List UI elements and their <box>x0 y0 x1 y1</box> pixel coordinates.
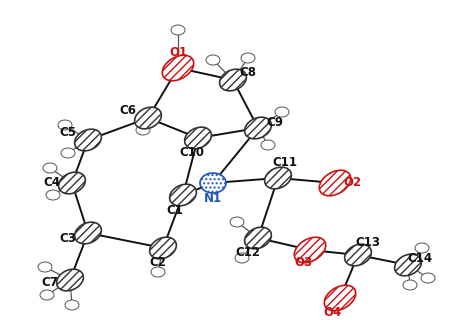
Ellipse shape <box>56 269 83 291</box>
Ellipse shape <box>136 125 150 135</box>
Ellipse shape <box>319 170 351 196</box>
Text: C10: C10 <box>180 146 204 159</box>
Ellipse shape <box>241 53 255 63</box>
Text: N1: N1 <box>204 192 222 204</box>
Ellipse shape <box>324 285 356 311</box>
Ellipse shape <box>151 267 165 277</box>
Ellipse shape <box>162 55 194 81</box>
Text: C5: C5 <box>60 126 76 138</box>
Text: O3: O3 <box>294 257 312 269</box>
Text: O1: O1 <box>169 47 187 60</box>
Ellipse shape <box>245 117 272 139</box>
Text: C8: C8 <box>239 66 256 78</box>
Ellipse shape <box>261 140 275 150</box>
Ellipse shape <box>170 184 196 206</box>
Ellipse shape <box>275 107 289 117</box>
Ellipse shape <box>235 253 249 263</box>
Ellipse shape <box>200 173 226 193</box>
Ellipse shape <box>74 222 101 244</box>
Text: C9: C9 <box>266 116 283 129</box>
Ellipse shape <box>345 244 371 266</box>
Ellipse shape <box>58 120 72 130</box>
Ellipse shape <box>395 254 421 276</box>
Ellipse shape <box>421 273 435 283</box>
Ellipse shape <box>219 69 246 91</box>
Ellipse shape <box>59 172 85 194</box>
Ellipse shape <box>65 300 79 310</box>
Ellipse shape <box>46 190 60 200</box>
Ellipse shape <box>61 148 75 158</box>
Ellipse shape <box>264 167 292 189</box>
Text: O4: O4 <box>324 306 342 319</box>
Ellipse shape <box>403 280 417 290</box>
Text: C6: C6 <box>119 104 137 117</box>
Ellipse shape <box>206 55 220 65</box>
Text: C3: C3 <box>60 231 76 245</box>
Ellipse shape <box>415 243 429 253</box>
Ellipse shape <box>185 127 211 149</box>
Text: C12: C12 <box>236 247 261 260</box>
Text: C11: C11 <box>273 156 298 170</box>
Ellipse shape <box>171 25 185 35</box>
Ellipse shape <box>74 129 101 151</box>
Text: O2: O2 <box>343 177 361 190</box>
Ellipse shape <box>245 227 272 249</box>
Ellipse shape <box>294 237 326 263</box>
Text: C7: C7 <box>42 276 58 289</box>
Text: C2: C2 <box>150 256 166 268</box>
Ellipse shape <box>135 107 161 129</box>
Text: C13: C13 <box>356 237 381 250</box>
Ellipse shape <box>38 262 52 272</box>
Ellipse shape <box>43 163 57 173</box>
Ellipse shape <box>40 290 54 300</box>
Ellipse shape <box>150 237 176 259</box>
Text: C4: C4 <box>44 177 61 190</box>
Text: C14: C14 <box>408 252 433 265</box>
Ellipse shape <box>230 217 244 227</box>
Text: C1: C1 <box>166 203 183 216</box>
